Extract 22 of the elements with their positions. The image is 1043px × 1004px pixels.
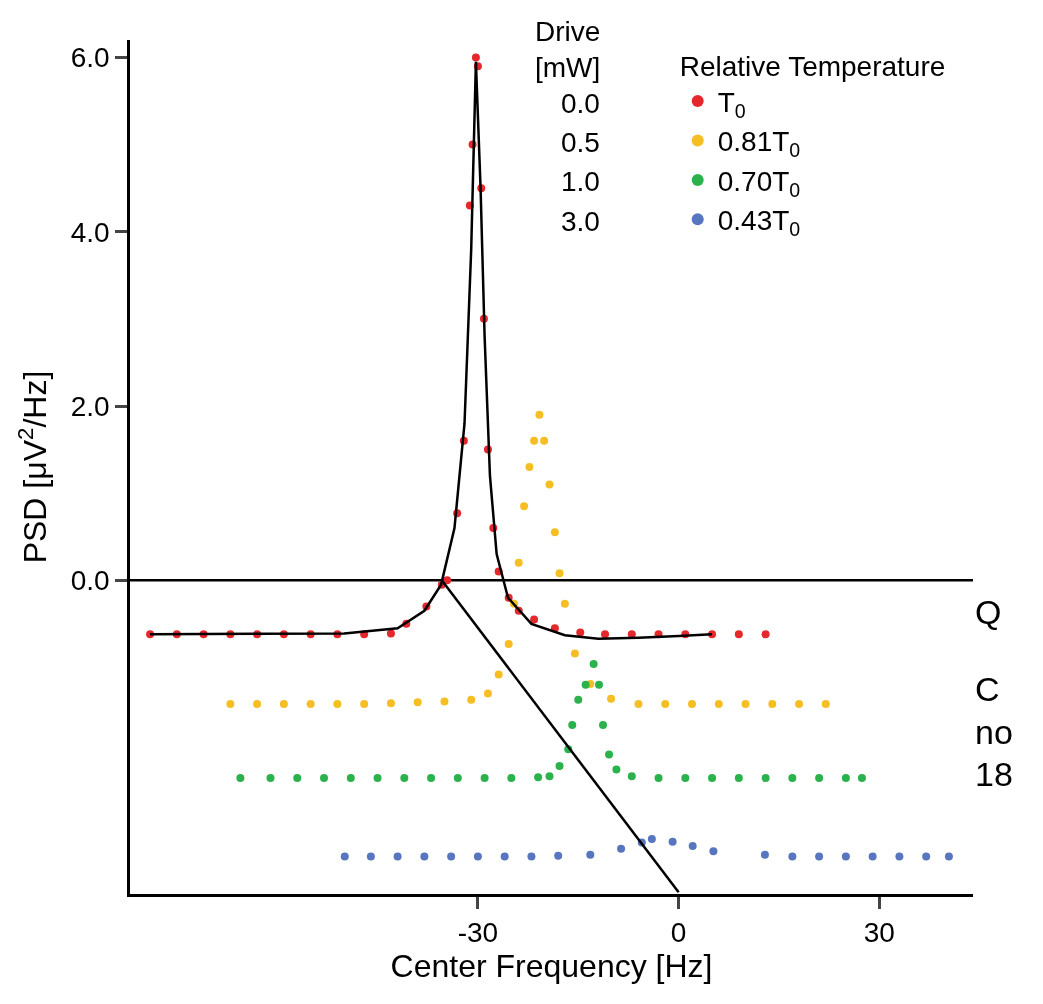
- legend-label: 0.43T$_{0}$: [717, 205, 801, 241]
- legend-title: Relative Temperature: [679, 51, 946, 83]
- text: 18: [975, 755, 1013, 793]
- text: Q: [975, 593, 1002, 631]
- annotation: 0.5: [561, 127, 600, 158]
- text: no: [975, 713, 1013, 751]
- annotation: 0.0: [561, 88, 600, 119]
- annotation: 1.0: [561, 166, 600, 197]
- legend-label: 0.81T$_{0}$: [717, 126, 801, 162]
- y-tick-label: 2.0: [70, 390, 110, 422]
- y-tick-label: 4.0: [70, 216, 110, 248]
- legend-label: 0.70T$_{0}$: [717, 165, 801, 201]
- x-axis-title: Center Frequency [Hz]: [390, 948, 713, 985]
- x-tick-label: -30: [457, 917, 499, 949]
- x-tick-label: 30: [863, 917, 895, 949]
- y-tick-label: 0.0: [70, 565, 110, 597]
- y-tick-label: 6.0: [70, 42, 110, 74]
- annotation: Drive [mW]: [535, 16, 601, 84]
- annotation: 3.0: [561, 206, 600, 237]
- legend-label: T$_{0}$: [717, 87, 746, 122]
- x-tick-label: 0: [670, 917, 687, 949]
- text: C: [975, 670, 1000, 708]
